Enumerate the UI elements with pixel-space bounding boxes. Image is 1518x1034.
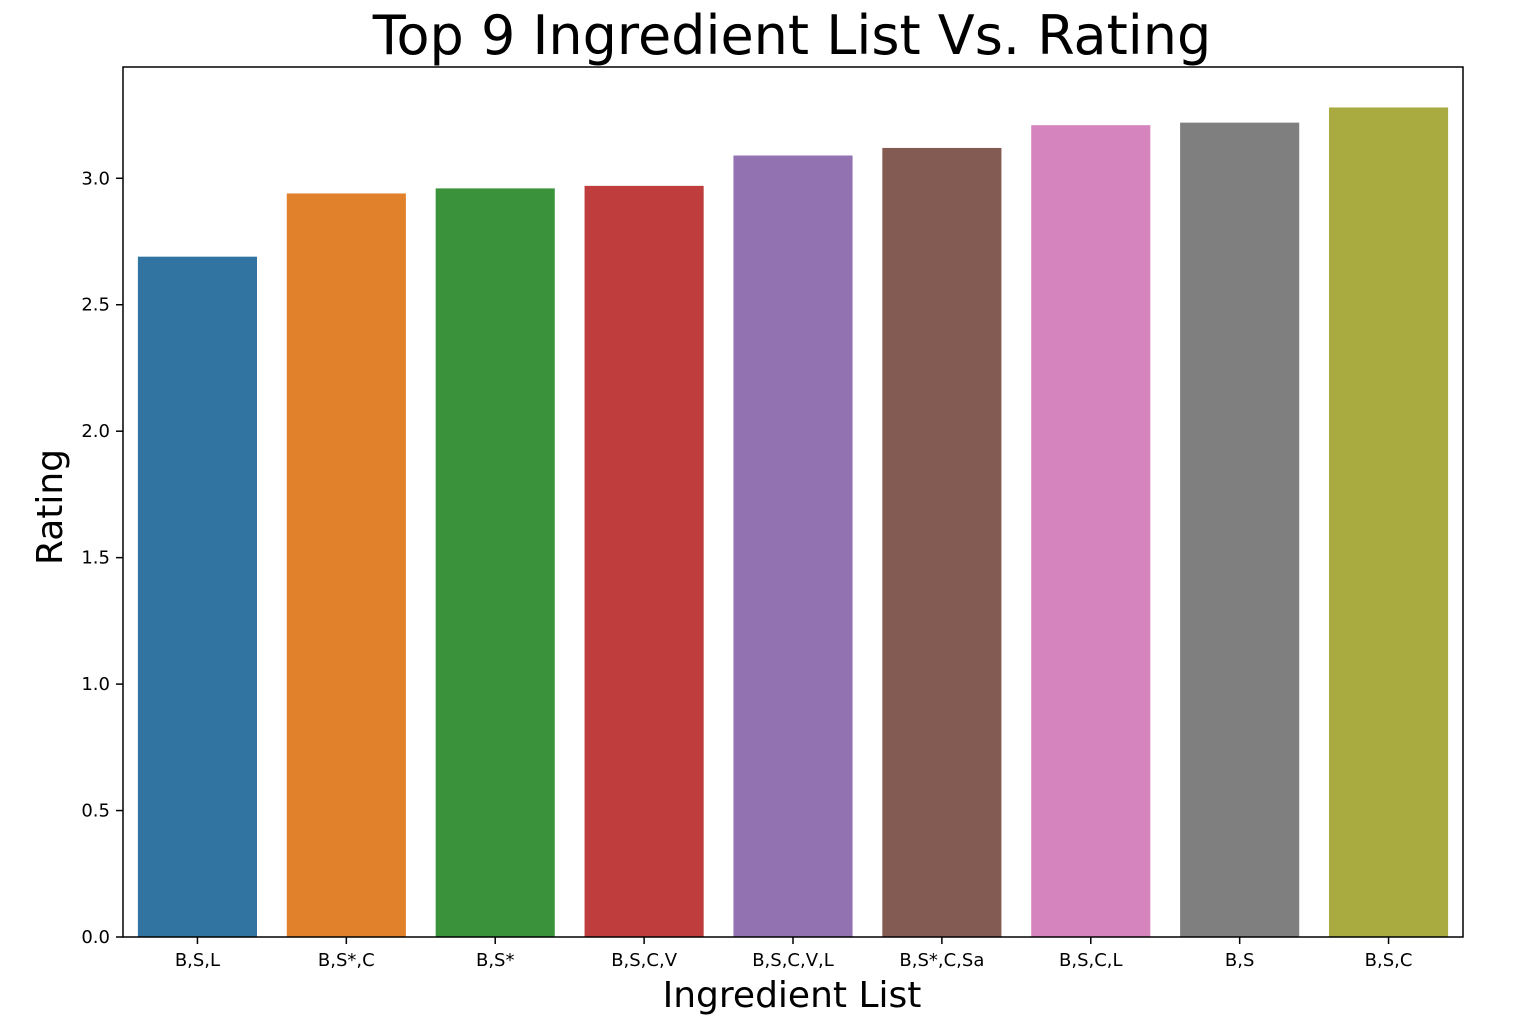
x-tick-label: B,S* bbox=[476, 950, 515, 971]
x-tick-label: B,S*,C bbox=[318, 950, 375, 971]
bar-7 bbox=[1031, 125, 1151, 938]
x-tick-label: B,S,L bbox=[175, 950, 220, 971]
x-tick-label: B,S,C,V,L bbox=[752, 950, 834, 971]
x-tick-label: B,S,C bbox=[1365, 950, 1413, 971]
y-tick-label: 2.5 bbox=[81, 295, 110, 316]
y-axis-label: Rating bbox=[30, 449, 71, 565]
x-tick-label: B,S bbox=[1225, 950, 1255, 971]
y-tick-label: 2.0 bbox=[81, 421, 110, 442]
bar-9 bbox=[1329, 107, 1449, 938]
bar-4 bbox=[584, 185, 704, 937]
y-tick-label: 0.0 bbox=[81, 927, 110, 948]
bars-group bbox=[137, 107, 1449, 938]
bar-5 bbox=[733, 155, 853, 937]
y-tick-label: 1.0 bbox=[81, 674, 110, 695]
bar-2 bbox=[286, 193, 406, 937]
bar-1 bbox=[137, 256, 257, 937]
y-tick-label: 0.5 bbox=[81, 801, 110, 822]
bar-8 bbox=[1180, 122, 1300, 938]
x-axis-label: Ingredient List bbox=[663, 975, 922, 1016]
x-tick-label: B,S,C,L bbox=[1059, 950, 1123, 971]
x-tick-label: B,S,C,V bbox=[611, 950, 678, 971]
y-tick-label: 3.0 bbox=[81, 168, 110, 189]
bar-3 bbox=[435, 188, 555, 937]
x-tick-label: B,S*,C,Sa bbox=[899, 950, 984, 971]
bar-6 bbox=[882, 147, 1002, 937]
plot-frame bbox=[122, 66, 1464, 938]
y-tick-label: 1.5 bbox=[81, 548, 110, 569]
chart-title: Top 9 Ingredient List Vs. Rating bbox=[372, 4, 1212, 67]
y-axis-ticks: 0.0 0.5 1.0 1.5 2.0 2.5 3.0 bbox=[81, 168, 123, 948]
x-axis-ticks: B,S,L B,S*,C B,S* B,S,C,V B,S,C,V,L B,S*,C,Sa… bbox=[175, 937, 1413, 971]
